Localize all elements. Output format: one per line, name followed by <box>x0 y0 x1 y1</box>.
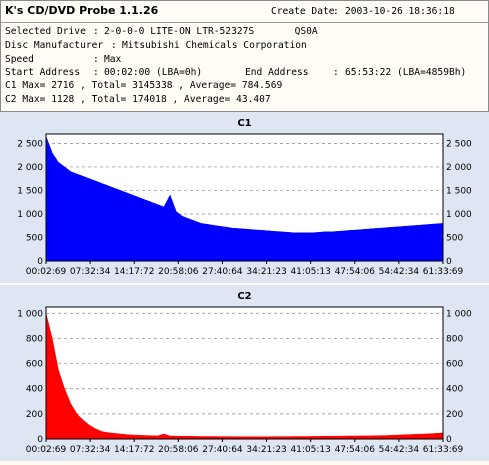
speed-value: Max <box>104 54 122 65</box>
x-tick-label: 20:58:06 <box>158 445 199 455</box>
x-tick-label: 54:42:34 <box>379 445 420 455</box>
plot-frame <box>45 133 444 262</box>
x-tick-label: 00:02:69 <box>26 445 67 455</box>
c2-summary: C2 Max= 1128 , Total= 174018 , Average= … <box>5 94 271 105</box>
y-tick-label-left: 800 <box>26 334 43 344</box>
c1-summary: C1 Max= 2716 , Total= 3145338 , Average=… <box>5 80 283 91</box>
start-address-label: Start Address <box>5 67 81 78</box>
y-tick-label-right: 0 <box>446 435 452 445</box>
y-tick-label-right: 0 <box>446 257 452 267</box>
chart-title: C2 <box>237 291 251 302</box>
chart-title: C1 <box>237 118 251 129</box>
plot-frame <box>45 306 444 440</box>
x-tick-label: 00:02:69 <box>26 267 67 277</box>
x-tick-label: 20:58:06 <box>158 267 199 277</box>
x-tick-label: 07:32:34 <box>70 445 111 455</box>
c2-chart: C2 0 0 200 200 400 400 600 600 800 800 1 000 1 000 00… <box>0 285 489 461</box>
y-tick-label-left: 1 000 <box>17 309 43 319</box>
start-address-value: 00:02:00 (LBA=0h) <box>104 67 203 78</box>
x-tick-label: 34:21:23 <box>246 445 286 455</box>
y-tick-label-right: 800 <box>446 334 463 344</box>
info-panel: K's CD/DVD Probe 1.1.26 Create Date : 20… <box>0 0 489 112</box>
y-tick-label-left: 500 <box>26 233 43 243</box>
end-address-label: End Address <box>245 67 309 78</box>
app-title: K's CD/DVD Probe 1.1.26 <box>5 4 159 17</box>
series-area <box>45 313 444 440</box>
y-tick-label-right: 600 <box>446 360 463 370</box>
speed-label: Speed <box>5 54 34 65</box>
c1-chart: C1 0 0 500 500 1 000 1 000 1 500 1 500 2 000 2 000… <box>0 112 489 283</box>
disc-manufacturer-value: Mitsubishi Chemicals Corporation <box>122 40 307 51</box>
x-tick-label: 34:21:23 <box>246 267 286 277</box>
x-tick-label: 14:17:72 <box>114 445 154 455</box>
series-area <box>45 136 444 262</box>
disc-manufacturer-label: Disc Manufacturer <box>5 40 104 51</box>
y-tick-label-left: 0 <box>37 435 43 445</box>
x-tick-label: 61:33:69 <box>423 445 464 455</box>
y-tick-label-right: 200 <box>446 410 463 420</box>
x-tick-label: 07:32:34 <box>70 267 111 277</box>
y-tick-label-right: 2 000 <box>446 163 472 173</box>
info-separator <box>1 22 488 23</box>
y-tick-label-left: 1 500 <box>17 186 43 196</box>
x-tick-label: 47:54:06 <box>335 445 376 455</box>
x-tick-label: 41:05:13 <box>290 445 330 455</box>
y-tick-label-left: 400 <box>26 385 43 395</box>
y-tick-label-right: 1 500 <box>446 186 472 196</box>
y-tick-label-left: 0 <box>37 257 43 267</box>
y-tick-label-left: 2 500 <box>17 139 43 149</box>
y-tick-label-right: 400 <box>446 385 463 395</box>
x-tick-label: 54:42:34 <box>379 267 420 277</box>
x-tick-label: 27:40:64 <box>202 267 243 277</box>
y-tick-label-right: 2 500 <box>446 139 472 149</box>
x-tick-label: 47:54:06 <box>335 267 376 277</box>
x-tick-label: 14:17:72 <box>114 267 154 277</box>
x-tick-label: 41:05:13 <box>290 267 330 277</box>
y-tick-label-right: 1 000 <box>446 210 472 220</box>
y-tick-label-right: 500 <box>446 233 463 243</box>
plot-area <box>45 306 444 440</box>
c1-chart-panel: C1 0 0 500 500 1 000 1 000 1 500 1 500 2 000 2 000… <box>0 112 489 283</box>
x-tick-label: 61:33:69 <box>423 267 464 277</box>
y-tick-label-left: 600 <box>26 360 43 370</box>
y-tick-label-left: 200 <box>26 410 43 420</box>
y-tick-label-right: 1 000 <box>446 309 472 319</box>
y-tick-label-left: 1 000 <box>17 210 43 220</box>
selected-drive-value: 2-0-0-0 LITE-ON LTR-52327S QS0A <box>104 26 318 37</box>
y-tick-label-left: 2 000 <box>17 163 43 173</box>
c2-chart-panel: C2 0 0 200 200 400 400 600 600 800 800 1 000 1 000 00… <box>0 285 489 461</box>
x-tick-label: 27:40:64 <box>202 445 243 455</box>
create-date-value: 2003-10-26 18:36:18 <box>345 6 455 17</box>
end-address-value: 65:53:22 (LBA=4859Bh) <box>345 67 467 78</box>
selected-drive-label: Selected Drive <box>5 26 86 37</box>
create-date-label: Create Date <box>271 6 335 17</box>
